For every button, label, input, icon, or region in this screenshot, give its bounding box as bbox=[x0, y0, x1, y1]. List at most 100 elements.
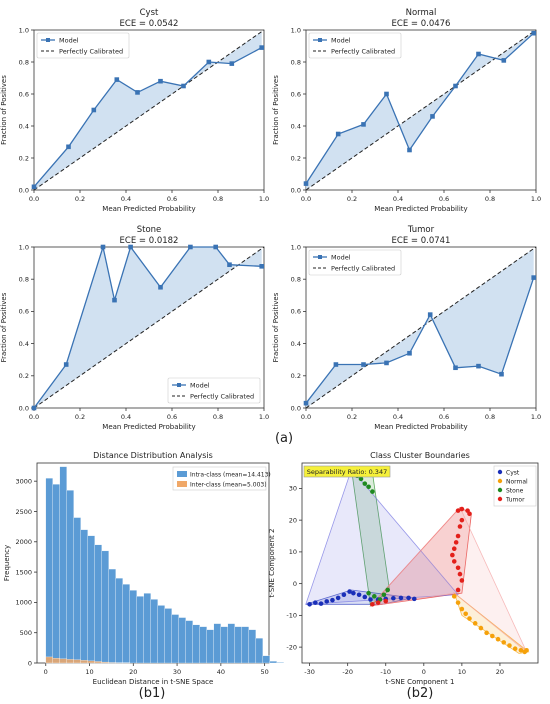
legend: Model Perfectly Calibrated bbox=[308, 249, 402, 276]
model-point bbox=[361, 362, 366, 367]
x-tick-label: 0.4 bbox=[121, 413, 131, 421]
tumor-point bbox=[450, 552, 455, 558]
intra-class-bar bbox=[150, 599, 158, 664]
y-tick-label: 0 bbox=[293, 580, 297, 588]
cyst-point bbox=[398, 595, 404, 601]
intra-class-bar bbox=[255, 638, 264, 664]
legend-model-label: Model bbox=[331, 254, 351, 262]
x-tick-label: 40 bbox=[217, 668, 225, 676]
x-tick-label: 0.2 bbox=[75, 413, 85, 421]
x-tick-label: 1.0 bbox=[259, 195, 269, 203]
intra-class-bar bbox=[94, 544, 102, 664]
legend-model-label: Model bbox=[59, 37, 79, 45]
legend-box bbox=[308, 249, 402, 276]
model-point bbox=[303, 181, 309, 186]
inter-class-bar bbox=[80, 660, 88, 664]
plot-subtitle: ECE = 0.0741 bbox=[392, 236, 451, 246]
model-point bbox=[303, 400, 309, 406]
y-tick-label: 1000 bbox=[15, 599, 32, 607]
x-axis-label: Euclidean Distance in t-SNE Space bbox=[93, 678, 214, 686]
y-tick-label: 1.0 bbox=[19, 26, 29, 34]
normal-point bbox=[507, 643, 512, 648]
separability-badge bbox=[303, 465, 391, 478]
model-point bbox=[206, 59, 212, 65]
normal-point bbox=[463, 611, 468, 617]
stone-point bbox=[385, 587, 390, 593]
intra-class-bar bbox=[80, 529, 88, 664]
model-point bbox=[407, 350, 412, 356]
x-tick-label: 30 bbox=[173, 668, 181, 676]
inter-class-bar bbox=[101, 661, 109, 664]
y-tick-label: 30 bbox=[289, 485, 297, 493]
legend-marker bbox=[497, 478, 503, 484]
y-tick-label: 0.8 bbox=[19, 58, 29, 66]
stone-point bbox=[362, 481, 368, 486]
x-tick-label: 0.6 bbox=[167, 413, 177, 421]
y-tick-label: -20 bbox=[286, 643, 297, 651]
cyst-point bbox=[411, 596, 417, 602]
tumor-point bbox=[453, 540, 459, 545]
y-tick-label: 0.2 bbox=[19, 372, 29, 380]
legend-marker bbox=[497, 487, 503, 493]
cyst-point bbox=[307, 601, 312, 607]
model-point bbox=[229, 61, 235, 66]
cyst-point bbox=[341, 592, 347, 598]
normal-point bbox=[478, 625, 484, 631]
normal-point bbox=[484, 630, 489, 636]
figure-label-b1: (b1) bbox=[139, 686, 166, 701]
y-tick-label: 0.0 bbox=[291, 186, 301, 194]
normal-point bbox=[451, 594, 457, 599]
intra-class-bar bbox=[241, 626, 250, 664]
plot-frame bbox=[33, 246, 265, 409]
x-tick-label: 0.0 bbox=[301, 195, 311, 203]
legend-box bbox=[167, 377, 261, 404]
model-point bbox=[227, 262, 232, 268]
y-tick-label: 0 bbox=[28, 659, 32, 667]
cyst-point bbox=[368, 597, 373, 602]
y-tick-label: 0.4 bbox=[291, 122, 301, 130]
stone-point bbox=[381, 592, 387, 598]
model-point bbox=[135, 90, 140, 95]
legend-marker bbox=[497, 469, 503, 475]
legend-marker bbox=[497, 496, 503, 502]
intra-class-bar bbox=[157, 605, 165, 664]
calibration-plot-normal: 0.0 0.2 0.4 0.6 0.8 1.0 0.0 0.2 0.4 0.6 0.8 1.0 Mean… bbox=[272, 8, 541, 213]
intra-class-bar bbox=[66, 490, 74, 664]
legend-model-marker bbox=[46, 38, 50, 42]
y-axis-label: Fraction of Positives bbox=[0, 292, 8, 362]
legend: Model Perfectly Calibrated bbox=[167, 377, 261, 404]
stone-point bbox=[358, 476, 364, 482]
intra-class-bar bbox=[192, 624, 200, 664]
figure-label-a: (a) bbox=[275, 431, 293, 446]
inter-class-bar bbox=[52, 658, 60, 664]
y-tick-label: 0.6 bbox=[19, 308, 29, 316]
intra-class-bar bbox=[136, 596, 144, 664]
x-tick-label: -20 bbox=[342, 668, 353, 676]
model-point bbox=[100, 244, 106, 250]
intra-class-bar bbox=[108, 568, 116, 664]
y-tick-label: 0.8 bbox=[291, 276, 301, 284]
model-point bbox=[499, 371, 504, 377]
x-tick-label: -10 bbox=[380, 668, 391, 676]
intra-class-bar bbox=[59, 466, 67, 664]
separability-ratio-text: Separability Ratio: 0.347 bbox=[307, 468, 387, 476]
x-tick-label: 20 bbox=[129, 668, 137, 676]
model-point bbox=[128, 244, 133, 250]
tumor-point bbox=[457, 571, 463, 577]
intra-class-bar bbox=[45, 478, 53, 664]
tumor-point bbox=[370, 601, 375, 607]
tumor-point bbox=[455, 587, 461, 593]
intra-class-bar bbox=[73, 517, 81, 664]
y-tick-label: 2000 bbox=[15, 538, 32, 546]
stone-point bbox=[366, 590, 371, 596]
cyst-point bbox=[347, 589, 352, 594]
model-point bbox=[430, 114, 435, 119]
normal-point bbox=[518, 648, 524, 653]
intra-class-bar bbox=[213, 623, 221, 664]
model-point bbox=[112, 297, 117, 303]
plot-frame bbox=[301, 462, 539, 664]
legend-model-marker bbox=[318, 255, 322, 259]
y-tick-label: 1.0 bbox=[19, 243, 29, 251]
model-point bbox=[407, 147, 412, 153]
